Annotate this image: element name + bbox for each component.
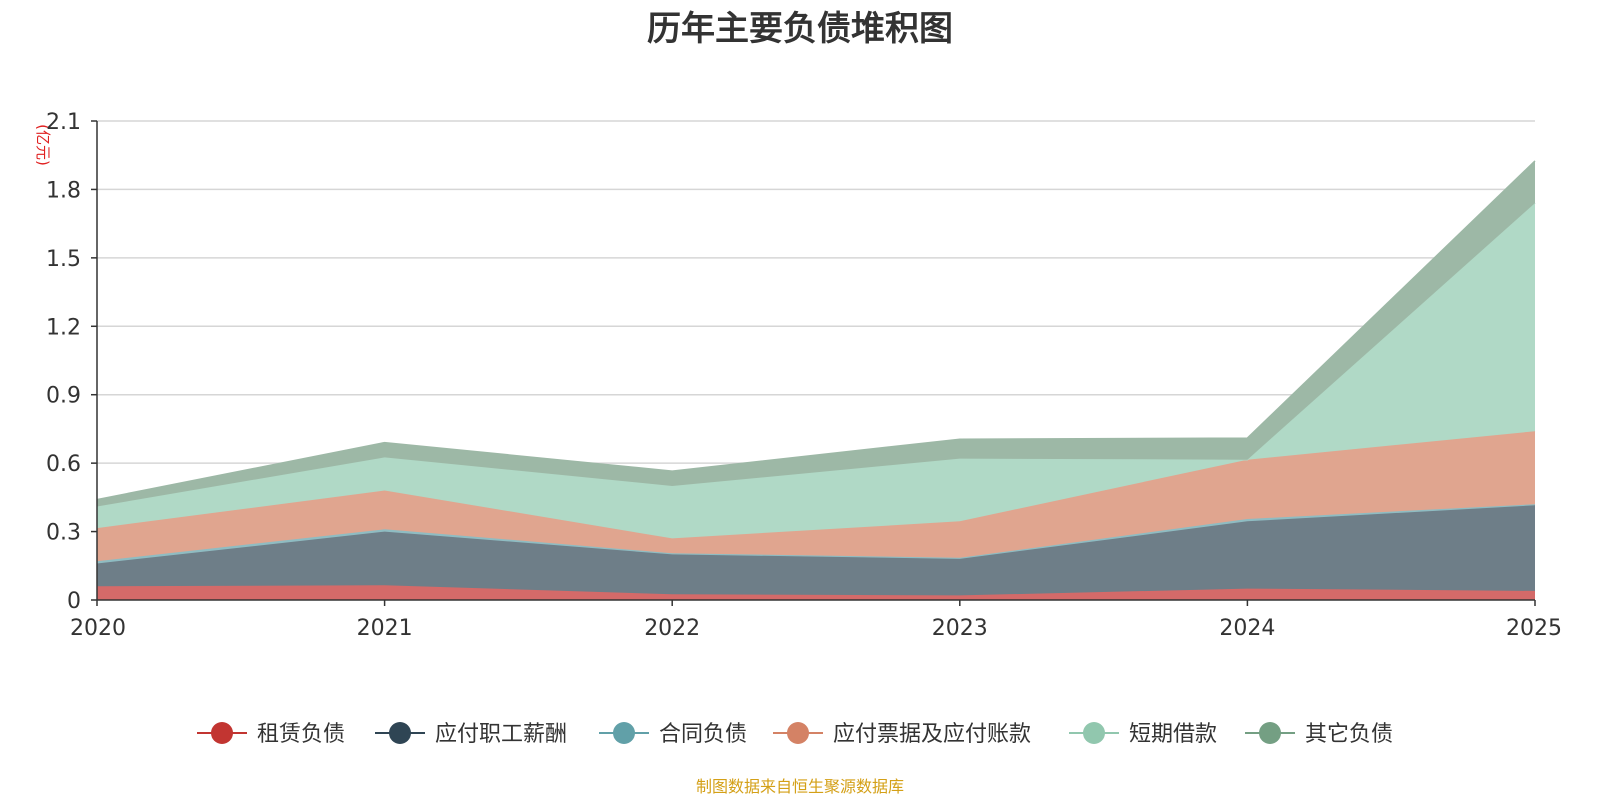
area-series-1 [97, 585, 1535, 600]
legend-marker [787, 722, 809, 744]
y-axis-ticks: 0 0.3 0.6 0.9 1.2 1.5 1.8 2.1 [46, 110, 97, 614]
y-tick-label: 0.6 [46, 452, 81, 477]
y-tick-label: 0.9 [46, 384, 81, 409]
y-tick-label: 1.5 [46, 247, 81, 272]
x-tick-label: 2025 [1506, 616, 1562, 641]
area-series-line-6 [96, 160, 1536, 501]
area-series-2 [97, 505, 1535, 596]
legend-marker [613, 722, 635, 744]
area-series-group [96, 160, 1536, 600]
legend-label: 应付职工薪酬 [435, 722, 567, 747]
legend-item-2[interactable]: 应付职工薪酬 [375, 722, 567, 747]
y-axis-unit-label: (亿元) [34, 124, 52, 166]
legend-item-6[interactable]: 其它负债 [1245, 722, 1393, 747]
area-series-5 [97, 203, 1535, 539]
legend-item-4[interactable]: 应付票据及应付账款 [773, 722, 1031, 747]
legend-label: 其它负债 [1305, 722, 1393, 747]
legend-label: 合同负债 [659, 722, 747, 747]
legend-marker [1259, 722, 1281, 744]
chart-title: 历年主要负债堆积图 [647, 9, 953, 49]
y-tick-label: 1.2 [46, 315, 81, 340]
y-tick-label: 2.1 [46, 110, 81, 135]
area-series-4 [97, 431, 1535, 562]
area-series-6 [97, 160, 1535, 507]
y-tick-label: 0.3 [46, 521, 81, 546]
legend-item-3[interactable]: 合同负债 [599, 722, 747, 747]
axes [96, 121, 1535, 601]
legend-item-1[interactable]: 租赁负债 [197, 722, 345, 747]
legend-label: 应付票据及应付账款 [833, 722, 1031, 747]
legend-label: 短期借款 [1129, 722, 1217, 747]
x-tick-label: 2020 [70, 616, 126, 641]
legend: 租赁负债 应付职工薪酬 合同负债 应付票据及应付账款 短期借款 其它负债 [197, 722, 1393, 747]
x-tick-label: 2023 [932, 616, 988, 641]
legend-marker [211, 722, 233, 744]
legend-marker [1083, 722, 1105, 744]
legend-marker [389, 722, 411, 744]
x-tick-label: 2024 [1219, 616, 1275, 641]
x-axis-ticks: 2020 2021 2022 2023 2024 2025 [70, 600, 1562, 641]
y-tick-label: 0 [67, 589, 81, 614]
legend-item-5[interactable]: 短期借款 [1069, 722, 1217, 747]
x-tick-label: 2021 [357, 616, 413, 641]
legend-label: 租赁负债 [257, 722, 345, 747]
y-tick-label: 1.8 [46, 178, 81, 203]
x-tick-label: 2022 [644, 616, 700, 641]
source-note: 制图数据来自恒生聚源数据库 [696, 777, 904, 796]
